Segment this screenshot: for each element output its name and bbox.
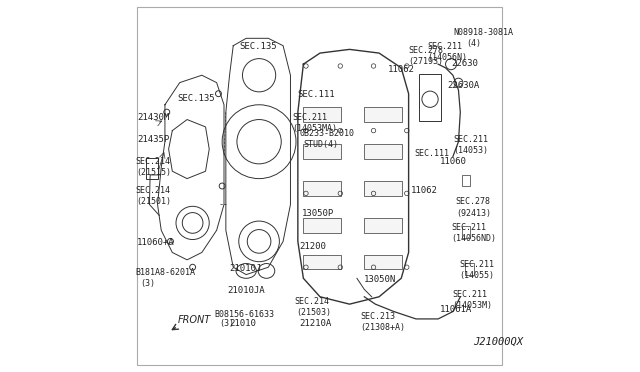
- Text: (21501): (21501): [136, 198, 171, 206]
- Text: SEC.211: SEC.211: [453, 135, 488, 144]
- Text: (14053MA): (14053MA): [292, 124, 337, 132]
- Text: 13050N: 13050N: [364, 275, 397, 284]
- FancyBboxPatch shape: [303, 144, 340, 159]
- Text: (14056ND): (14056ND): [451, 234, 496, 243]
- Text: 0B233-B2010: 0B233-B2010: [300, 129, 355, 138]
- Text: 21200: 21200: [300, 242, 326, 251]
- Text: SEC.111: SEC.111: [414, 150, 449, 158]
- Text: 11060+A: 11060+A: [137, 238, 175, 247]
- Text: B181A8-6201A: B181A8-6201A: [136, 267, 196, 277]
- Text: 11062: 11062: [388, 64, 415, 74]
- Text: SEC.211: SEC.211: [292, 113, 327, 122]
- FancyBboxPatch shape: [364, 181, 401, 196]
- Text: (21503): (21503): [296, 308, 331, 317]
- Text: B08156-61633: B08156-61633: [215, 310, 275, 319]
- Text: (3): (3): [220, 319, 235, 328]
- Text: 21430M: 21430M: [137, 113, 170, 122]
- Text: 22630: 22630: [451, 59, 478, 68]
- Text: SEC.211: SEC.211: [427, 42, 462, 51]
- Text: SEC.211: SEC.211: [460, 260, 495, 269]
- FancyBboxPatch shape: [419, 74, 441, 121]
- Text: SEC.135: SEC.135: [239, 42, 277, 51]
- FancyBboxPatch shape: [303, 107, 340, 122]
- FancyBboxPatch shape: [465, 263, 474, 275]
- FancyBboxPatch shape: [462, 226, 470, 238]
- FancyBboxPatch shape: [364, 218, 401, 232]
- Text: SEC.278: SEC.278: [408, 46, 444, 55]
- Text: (21515): (21515): [136, 168, 171, 177]
- Text: (21308+A): (21308+A): [360, 323, 406, 332]
- FancyBboxPatch shape: [303, 255, 340, 269]
- Text: 11061A: 11061A: [440, 305, 472, 314]
- Text: (92413): (92413): [456, 209, 491, 218]
- Text: SEC.135: SEC.135: [178, 94, 216, 103]
- Text: SEC.214: SEC.214: [294, 297, 329, 306]
- FancyBboxPatch shape: [364, 255, 401, 269]
- Text: 22630A: 22630A: [447, 81, 479, 90]
- Text: N08918-3081A: N08918-3081A: [453, 28, 513, 36]
- Text: 21010JA: 21010JA: [227, 286, 264, 295]
- Text: (14055): (14055): [460, 271, 495, 280]
- Text: FRONT: FRONT: [178, 315, 211, 325]
- Text: 11062: 11062: [410, 186, 437, 195]
- Text: (14053): (14053): [453, 146, 488, 155]
- Text: 21010: 21010: [230, 319, 257, 328]
- Text: SEC.214: SEC.214: [136, 157, 171, 166]
- FancyBboxPatch shape: [364, 144, 401, 159]
- Text: 13050P: 13050P: [301, 209, 334, 218]
- FancyBboxPatch shape: [303, 218, 340, 232]
- Text: (14056N): (14056N): [427, 54, 467, 62]
- Text: J21000QX: J21000QX: [473, 337, 524, 347]
- Text: (14053M): (14053M): [452, 301, 492, 310]
- Text: SEC.111: SEC.111: [298, 90, 335, 99]
- Text: (3): (3): [140, 279, 155, 288]
- Text: (27193): (27193): [408, 57, 444, 66]
- Text: 11060: 11060: [440, 157, 467, 166]
- Text: (4): (4): [466, 39, 481, 48]
- Text: SEC.213: SEC.213: [360, 312, 396, 321]
- Text: 21010J: 21010J: [230, 264, 262, 273]
- FancyBboxPatch shape: [303, 181, 340, 196]
- Text: STUD(4): STUD(4): [303, 140, 339, 149]
- FancyBboxPatch shape: [146, 158, 157, 179]
- Text: 21210A: 21210A: [300, 319, 332, 328]
- Text: SEC.214: SEC.214: [136, 186, 171, 195]
- Text: SEC.211: SEC.211: [452, 290, 487, 299]
- Text: SEC.278: SEC.278: [456, 198, 491, 206]
- Text: SEC.211: SEC.211: [451, 223, 486, 232]
- Text: 21435P: 21435P: [137, 135, 170, 144]
- FancyBboxPatch shape: [364, 107, 401, 122]
- FancyBboxPatch shape: [462, 174, 470, 186]
